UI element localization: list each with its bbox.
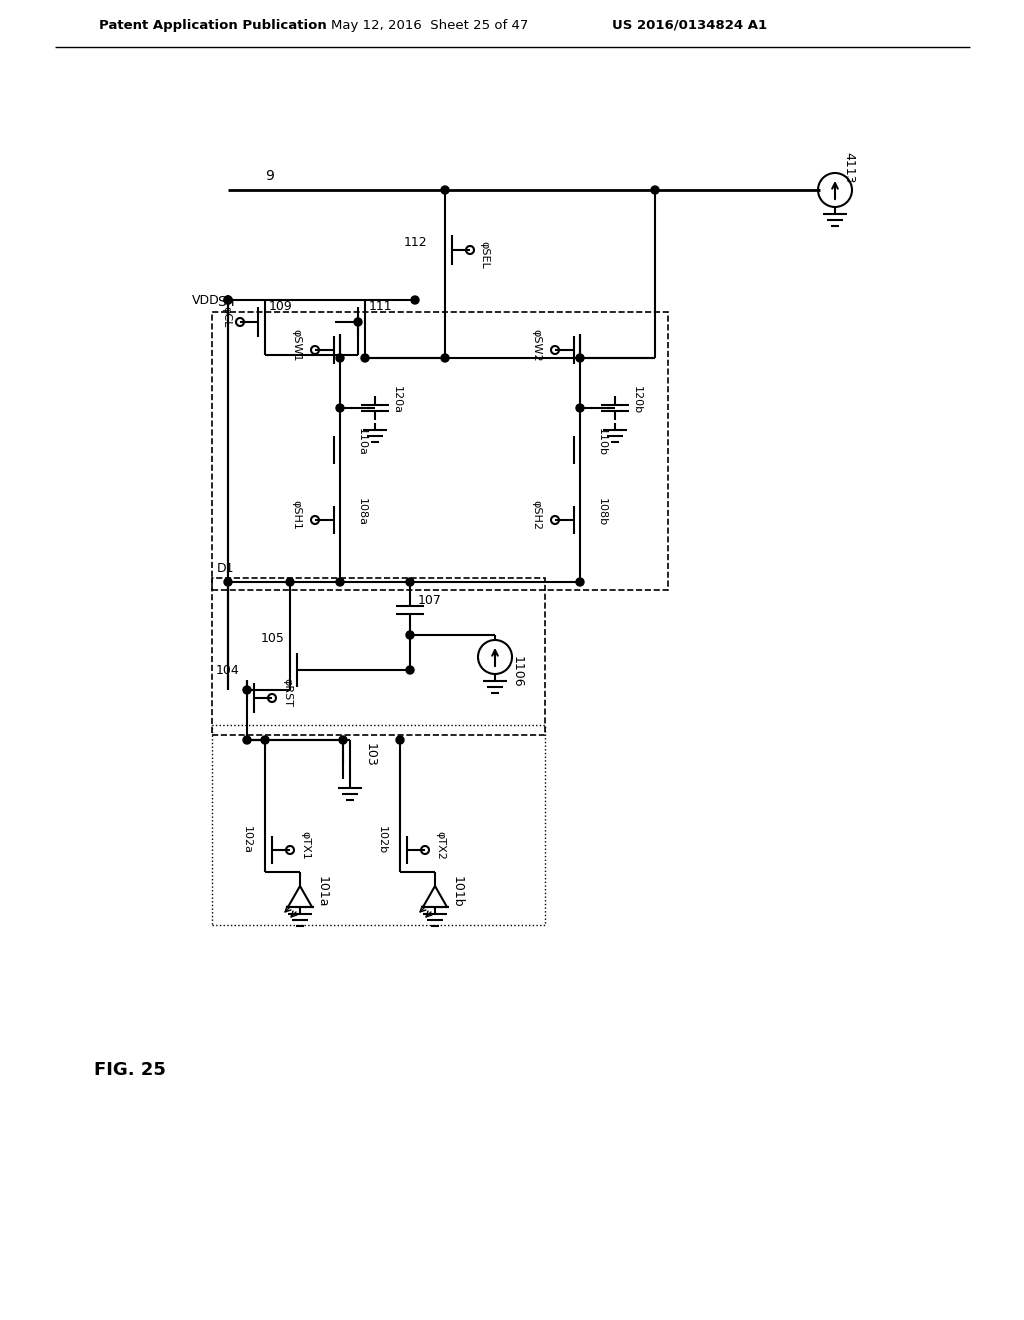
Text: φSW2: φSW2 [531,329,541,362]
Text: Patent Application Publication: Patent Application Publication [99,18,327,32]
Text: Sh: Sh [217,294,234,309]
Bar [212,312,668,590]
Text: FIG. 25: FIG. 25 [94,1061,166,1078]
Bar [212,725,545,925]
Text: 120a: 120a [392,385,402,414]
Circle shape [354,318,362,326]
Circle shape [286,578,294,586]
Text: φTX1: φTX1 [300,830,310,859]
Circle shape [396,737,404,744]
Text: φSW1: φSW1 [291,329,301,362]
Text: May 12, 2016  Sheet 25 of 47: May 12, 2016 Sheet 25 of 47 [332,18,528,32]
Text: 102b: 102b [377,826,387,854]
Circle shape [406,578,414,586]
Circle shape [575,354,584,362]
Circle shape [361,354,369,362]
Text: 1106: 1106 [511,656,523,688]
Circle shape [441,354,449,362]
Text: φRST: φRST [282,678,292,708]
Text: φSH1: φSH1 [291,500,301,529]
Text: 120b: 120b [632,385,642,414]
Circle shape [224,296,232,304]
Circle shape [651,186,659,194]
Circle shape [575,404,584,412]
Bar [212,578,545,735]
Text: φSEL: φSEL [479,242,489,269]
Text: 108b: 108b [597,498,607,527]
Circle shape [336,578,344,586]
Text: 101a: 101a [315,876,329,908]
Circle shape [575,578,584,586]
Text: 111: 111 [369,300,392,313]
Circle shape [411,296,419,304]
Circle shape [224,578,232,586]
Text: 110b: 110b [597,428,607,455]
Text: 101b: 101b [451,876,464,908]
Text: VDD: VDD [193,293,220,306]
Text: 104: 104 [215,664,239,676]
Text: 108a: 108a [357,498,367,525]
Circle shape [406,667,414,675]
Circle shape [336,354,344,362]
Text: D1: D1 [217,561,234,574]
Text: φCL: φCL [221,306,231,327]
Circle shape [336,404,344,412]
Circle shape [261,737,269,744]
Text: 105: 105 [261,631,285,644]
Circle shape [406,631,414,639]
Text: 103: 103 [364,743,377,767]
Text: 109: 109 [269,300,293,313]
Text: 9: 9 [265,169,274,183]
Circle shape [224,296,232,304]
Circle shape [339,737,347,744]
Text: US 2016/0134824 A1: US 2016/0134824 A1 [612,18,768,32]
Text: 112: 112 [403,235,427,248]
Text: 102a: 102a [242,826,252,854]
Text: φSH2: φSH2 [531,500,541,531]
Text: 107: 107 [418,594,442,606]
Circle shape [243,686,251,694]
Text: 110a: 110a [357,428,367,455]
Circle shape [243,737,251,744]
Text: 4113: 4113 [843,152,855,183]
Circle shape [441,186,449,194]
Text: φTX2: φTX2 [435,830,445,859]
